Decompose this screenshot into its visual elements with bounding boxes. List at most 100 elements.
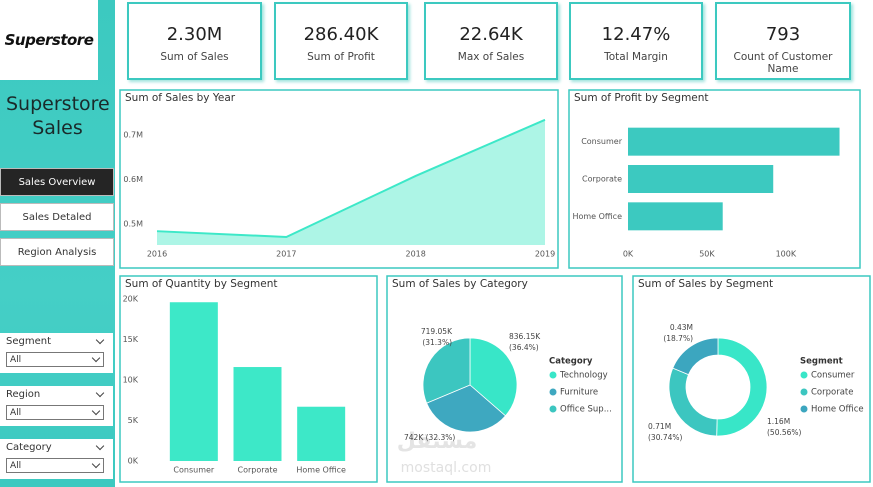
filter: Segment All [0, 333, 113, 373]
chart-title: Sum of Sales by Segment [638, 278, 773, 290]
filter-label-text: Segment [6, 336, 51, 347]
legend-swatch [800, 371, 808, 379]
y-tick-label: 20K [123, 295, 139, 304]
bar [628, 127, 840, 156]
bar [233, 367, 282, 461]
legend-swatch [549, 388, 557, 396]
legend-swatch [549, 371, 557, 379]
x-tick-label: 2019 [535, 250, 555, 259]
bar [169, 302, 218, 461]
kpi-value: 286.40K [303, 24, 379, 45]
legend-label: Office Sup... [560, 405, 612, 415]
x-tick-label: Corporate [238, 466, 278, 475]
filter-label-text: Region [6, 389, 41, 400]
y-tick-label: Corporate [582, 175, 622, 184]
kpi-label: Count of Customer Name [733, 51, 833, 75]
slice [672, 337, 719, 376]
filter: Category All [0, 439, 113, 479]
x-tick-label: 2017 [276, 250, 296, 259]
kpi-card: 12.47% Total Margin [569, 2, 703, 80]
kpi-value: 22.64K [459, 24, 523, 45]
kpi-value: 12.47% [601, 24, 671, 45]
dropdown[interactable]: All [6, 458, 104, 473]
x-tick-label: Home Office [296, 466, 346, 475]
data-label: 0.43M (18.7%) [663, 323, 693, 343]
filter: Region All [0, 386, 113, 426]
legend-title: Segment [800, 357, 843, 367]
slice [422, 337, 471, 404]
legend-swatch [800, 405, 808, 413]
x-tick-label: Consumer [173, 466, 215, 475]
kpi-label: Total Margin [604, 51, 668, 63]
legend-swatch [549, 405, 557, 413]
x-tick-label: 2016 [147, 250, 167, 259]
y-tick-label: 0.6M [123, 175, 143, 184]
watermark-brand: مستقل [397, 429, 477, 454]
data-label: 742K (32.3%) [404, 433, 455, 442]
slice [426, 384, 507, 433]
filter-label-text: Category [6, 442, 52, 453]
kpi-card: 2.30M Sum of Sales [127, 2, 262, 80]
kpi-value: 793 [765, 24, 801, 45]
legend-label: Consumer [811, 371, 855, 381]
y-tick-label: 0.5M [123, 220, 143, 229]
slice [469, 337, 518, 417]
x-tick-label: 100K [776, 250, 797, 259]
bar [628, 165, 774, 193]
legend-swatch [800, 388, 808, 396]
bar [628, 202, 723, 231]
kpi-label: Max of Sales [457, 51, 525, 63]
panel [632, 275, 871, 483]
legend-label: Home Office [811, 405, 864, 415]
panel [568, 89, 861, 269]
x-tick-label: 50K [699, 250, 715, 259]
sidebar: Superstore Superstore Sales Sales Overvi… [0, 0, 115, 487]
filter-label[interactable]: Segment [6, 336, 107, 347]
watermark-site: mostaql.com [401, 460, 492, 476]
y-tick-label: Home Office [572, 212, 622, 221]
chart-title: Sum of Quantity by Segment [125, 278, 278, 290]
kpi-card: 286.40K Sum of Profit [274, 2, 408, 80]
chart-title: Sum of Sales by Year [125, 92, 236, 104]
data-label: 1.16M (50.56%) [767, 417, 802, 437]
report-title: Superstore Sales [6, 93, 110, 139]
area [157, 119, 545, 245]
dropdown[interactable]: All [6, 352, 104, 367]
y-tick-label: 0.7M [123, 130, 143, 139]
data-label: 0.71M (30.74%) [648, 422, 683, 442]
legend-label: Technology [559, 371, 608, 381]
nav-button[interactable]: Sales Detaled [0, 203, 114, 231]
kpi-label: Sum of Profit [307, 51, 375, 63]
x-tick-label: 0K [623, 250, 634, 259]
legend-title: Category [549, 357, 593, 367]
dropdown-value: All [10, 407, 22, 418]
dropdown-value: All [10, 460, 22, 471]
data-label: 836.15K (36.4%) [509, 332, 541, 352]
y-tick-label: 0K [128, 457, 139, 466]
x-tick-label: 2018 [405, 250, 425, 259]
data-label: 719.05K (31.3%) [421, 327, 453, 347]
nav-button[interactable]: Region Analysis [0, 238, 114, 266]
y-tick-label: 5K [128, 416, 139, 425]
nav-button[interactable]: Sales Overview [0, 168, 114, 196]
kpi-label: Sum of Sales [160, 51, 229, 63]
panel [386, 275, 623, 483]
slice [668, 367, 718, 437]
legend-label: Furniture [560, 388, 598, 398]
filter-label[interactable]: Category [6, 442, 107, 453]
dropdown[interactable]: All [6, 405, 104, 420]
slice [716, 337, 768, 437]
chart-title: Sum of Sales by Category [392, 278, 528, 290]
kpi-card: 22.64K Max of Sales [424, 2, 558, 80]
bar [297, 406, 346, 461]
y-tick-label: 15K [123, 335, 139, 344]
line [156, 118, 546, 238]
kpi-card: 793 Count of Customer Name [715, 2, 851, 80]
filter-label[interactable]: Region [6, 389, 107, 400]
dropdown-value: All [10, 354, 22, 365]
panel [119, 89, 559, 269]
logo: Superstore [0, 0, 98, 80]
panel [119, 275, 378, 483]
